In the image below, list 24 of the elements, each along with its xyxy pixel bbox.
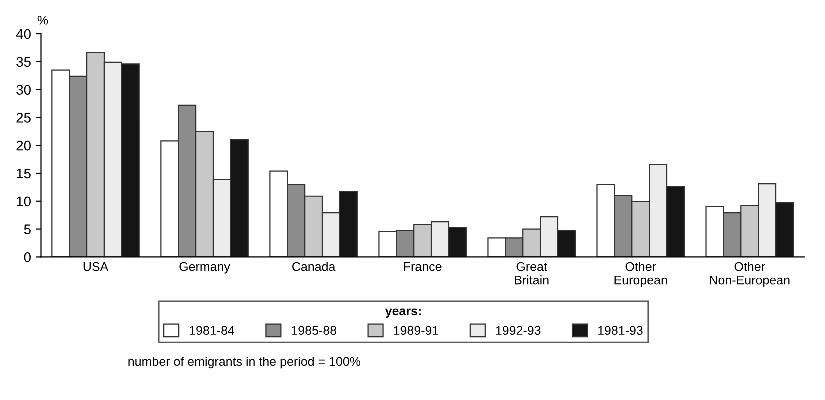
y-axis-title: % xyxy=(38,16,48,25)
y-tick-label: 0 xyxy=(24,252,31,262)
y-tick-label: 40 xyxy=(16,29,31,40)
y-tick-label: 5 xyxy=(24,224,31,234)
legend-label: 1981-93 xyxy=(598,326,643,336)
x-tick-label: Germany xyxy=(180,262,230,274)
y-tick-label: 20 xyxy=(16,140,31,151)
x-tick-label: Other Non-European xyxy=(710,262,790,288)
x-tick-label: Other European xyxy=(614,262,668,288)
y-tick-label: 30 xyxy=(16,85,31,95)
x-tick-label: Canada xyxy=(292,262,336,272)
x-tick-label: Great Britain xyxy=(515,262,549,285)
y-tick-label: 35 xyxy=(16,57,31,68)
legend-label: 1992-93 xyxy=(496,326,541,336)
legend-title: years: xyxy=(385,308,421,318)
x-tick-label: France xyxy=(404,262,442,272)
y-tick-label: 10 xyxy=(17,196,31,207)
text: number of emigrants in the period = 100% xyxy=(128,356,361,369)
legend-label: 1981-84 xyxy=(190,326,235,336)
legend-label: 1989-91 xyxy=(394,326,439,336)
legend-label: 1985-88 xyxy=(292,326,337,336)
x-tick-label: USA xyxy=(84,262,109,272)
y-tick-label: 15 xyxy=(17,168,31,179)
y-tick-label: 25 xyxy=(16,113,31,123)
